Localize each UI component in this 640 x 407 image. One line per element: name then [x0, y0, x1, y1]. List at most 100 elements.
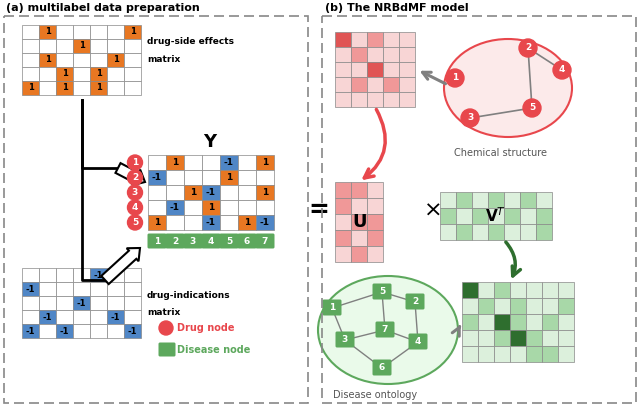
Circle shape [461, 109, 479, 127]
Text: -1: -1 [111, 313, 120, 322]
Bar [107, 67, 124, 81]
Bar [488, 192, 504, 208]
Bar [335, 32, 351, 47]
Bar [440, 208, 456, 224]
Bar [107, 268, 124, 282]
Bar [383, 77, 399, 92]
Text: drug-indications: drug-indications [147, 291, 230, 300]
Bar [520, 192, 536, 208]
Bar [335, 230, 351, 246]
FancyBboxPatch shape [220, 234, 239, 249]
Text: =: = [308, 198, 330, 222]
Bar [124, 310, 141, 324]
Bar [367, 47, 383, 62]
Text: 5: 5 [529, 103, 535, 112]
Bar [399, 77, 415, 92]
Bar [148, 155, 166, 170]
Bar [542, 346, 558, 362]
Bar [494, 330, 510, 346]
Bar [73, 282, 90, 296]
Text: -1: -1 [43, 313, 52, 322]
Bar [520, 208, 536, 224]
Bar [256, 215, 274, 230]
Bar [456, 224, 472, 240]
Bar [107, 81, 124, 95]
Text: Drug node: Drug node [177, 323, 234, 333]
Bar [73, 268, 90, 282]
Bar [494, 282, 510, 298]
Bar [335, 92, 351, 107]
Bar [526, 314, 542, 330]
Circle shape [446, 69, 464, 87]
Text: 4: 4 [208, 236, 214, 245]
Text: matrix: matrix [147, 308, 180, 317]
Bar [322, 16, 636, 403]
Text: 4: 4 [132, 203, 138, 212]
Bar [124, 39, 141, 53]
Bar [472, 224, 488, 240]
Text: 1: 1 [45, 55, 51, 64]
Bar [90, 282, 107, 296]
Bar [220, 215, 238, 230]
Text: 1: 1 [113, 55, 118, 64]
Bar [202, 185, 220, 200]
Bar [124, 67, 141, 81]
Bar [478, 282, 494, 298]
Bar [90, 310, 107, 324]
Bar [39, 53, 56, 67]
Bar [202, 215, 220, 230]
Circle shape [553, 61, 571, 79]
Text: 7: 7 [382, 326, 388, 335]
Bar [367, 198, 383, 214]
Bar [367, 246, 383, 262]
FancyBboxPatch shape [202, 234, 221, 249]
Bar [526, 330, 542, 346]
Bar [367, 77, 383, 92]
Text: -1: -1 [260, 218, 270, 227]
Text: drug-side effects: drug-side effects [147, 37, 234, 46]
Bar [39, 25, 56, 39]
Bar [351, 92, 367, 107]
Bar [558, 346, 574, 362]
Bar [510, 298, 526, 314]
Circle shape [127, 170, 143, 185]
Bar [558, 298, 574, 314]
Bar [184, 185, 202, 200]
Bar [335, 214, 351, 230]
Text: 1: 1 [172, 158, 178, 167]
Text: (b) The NRBdMF model: (b) The NRBdMF model [325, 3, 468, 13]
Bar [56, 81, 73, 95]
FancyArrow shape [101, 248, 140, 284]
Text: 6: 6 [244, 236, 250, 245]
Text: 1: 1 [132, 158, 138, 167]
Bar [220, 155, 238, 170]
Bar [472, 208, 488, 224]
Text: -1: -1 [128, 326, 137, 335]
Bar [462, 314, 478, 330]
Bar [488, 208, 504, 224]
Bar [542, 314, 558, 330]
Bar [202, 170, 220, 185]
Bar [22, 39, 39, 53]
Bar [558, 330, 574, 346]
Text: -1: -1 [170, 203, 180, 212]
Circle shape [519, 39, 537, 57]
Bar [220, 170, 238, 185]
Text: -1: -1 [224, 158, 234, 167]
Text: 1: 1 [79, 42, 84, 50]
Bar [238, 170, 256, 185]
Bar [558, 282, 574, 298]
Bar [56, 39, 73, 53]
Text: 1: 1 [95, 83, 101, 92]
Bar [90, 53, 107, 67]
Bar [124, 25, 141, 39]
Bar [107, 39, 124, 53]
Bar [56, 67, 73, 81]
Text: 2: 2 [132, 173, 138, 182]
Bar [520, 224, 536, 240]
Bar [124, 282, 141, 296]
Bar [107, 310, 124, 324]
Bar [184, 155, 202, 170]
Bar [440, 224, 456, 240]
Bar [494, 346, 510, 362]
